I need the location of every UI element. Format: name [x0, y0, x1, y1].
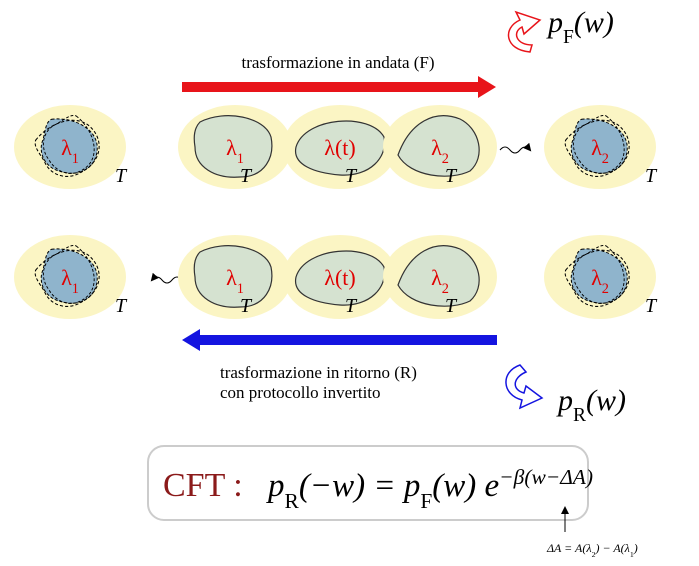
text-part: ΔA = A(λ — [546, 541, 592, 555]
text-part: λ — [431, 265, 442, 290]
forward-label: trasformazione in andata (F) — [241, 53, 434, 72]
text-part: λ — [226, 135, 237, 160]
reverse-label: trasformazione in ritorno (R) — [220, 363, 417, 382]
state: λ(t) T — [283, 105, 397, 189]
text-part: (w) — [574, 6, 614, 39]
temperature-label: T — [445, 165, 458, 187]
state: λ1T — [178, 235, 292, 319]
theorem-name: CFT : — [163, 467, 243, 504]
temperature-label: T — [345, 295, 358, 317]
text-part: p — [556, 384, 573, 417]
state: λ1 T — [14, 235, 128, 319]
temperature-label: T — [240, 295, 253, 317]
supscript: −β(w−ΔA) — [499, 465, 593, 489]
state: λ1T — [178, 105, 292, 189]
subscript: R — [573, 405, 586, 426]
relax-arrow — [500, 147, 530, 153]
state: λ(t) T — [283, 235, 397, 319]
text-part: λ — [591, 265, 602, 290]
text-part: λ — [61, 265, 72, 290]
text-part: (w) e — [432, 468, 499, 504]
subscript: F — [420, 489, 432, 513]
text-part: ) − A(λ — [594, 541, 629, 555]
state: λ2T — [383, 105, 497, 189]
text-part: λ — [226, 265, 237, 290]
relax-arrow — [152, 277, 182, 283]
text-part: λ(t) — [324, 265, 355, 290]
forward-distribution: pF(w) — [546, 6, 614, 48]
annotation: ΔA = A(λ2) − A(λ1) — [546, 541, 638, 559]
reverse-label: con protocollo invertito — [220, 383, 381, 402]
text-part: p — [546, 6, 563, 39]
state-label: λ(t) — [324, 135, 355, 160]
slide: trasformazione in andata (F) pF(w) trasf… — [0, 0, 699, 566]
text-part: (−w) = — [299, 468, 404, 504]
reverse-distribution: pR(w) — [556, 384, 626, 426]
temperature-label: T — [645, 295, 658, 317]
state-label: λ(t) — [324, 265, 355, 290]
temperature-label: T — [345, 165, 358, 187]
temperature-label: T — [240, 165, 253, 187]
temperature-label: T — [445, 295, 458, 317]
text-part: λ — [591, 135, 602, 160]
text-part: p — [266, 468, 285, 504]
subscript: 2 — [602, 281, 609, 297]
text-part: λ — [61, 135, 72, 160]
reverse-curved-arrow — [506, 365, 542, 408]
temperature-label: T — [115, 295, 128, 317]
forward-curved-arrow — [509, 12, 540, 52]
subscript: 2 — [602, 151, 609, 167]
text-part: (w) — [586, 384, 626, 417]
state: λ2 T — [544, 235, 658, 319]
subscript: 1 — [72, 281, 79, 297]
rows: λ1Tλ1Tλ(t)Tλ2Tλ2Tλ1Tλ1Tλ(t)Tλ2Tλ2T — [14, 105, 658, 319]
forward-arrow — [182, 76, 496, 98]
text-part: λ — [431, 135, 442, 160]
state: λ1 T — [14, 105, 128, 189]
state: λ2T — [383, 235, 497, 319]
text-part: ) — [633, 541, 638, 555]
text-part: p — [402, 468, 421, 504]
temperature-label: T — [115, 165, 128, 187]
subscript: 1 — [72, 151, 79, 167]
state: λ2 T — [544, 105, 658, 189]
subscript: R — [285, 489, 300, 513]
temperature-label: T — [645, 165, 658, 187]
subscript: F — [563, 27, 574, 48]
reverse-arrow — [182, 329, 497, 351]
text-part: λ(t) — [324, 135, 355, 160]
